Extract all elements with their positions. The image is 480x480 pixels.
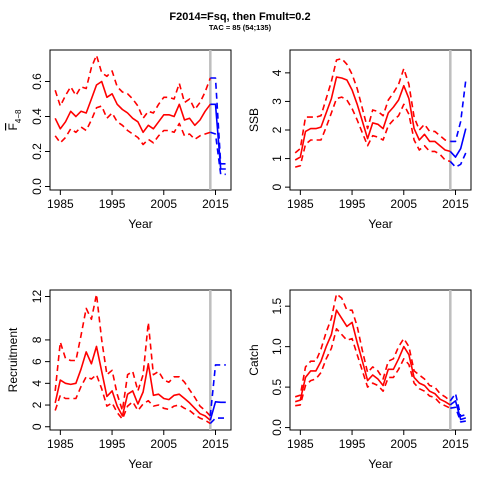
catch-x-tick-label: 1985 <box>287 437 314 451</box>
panels: 1985 1995 2005 20150.00.20.40.6YearF4−81985… <box>6 49 472 471</box>
ssb-x-tick-label: 1995 <box>339 197 366 211</box>
f-projection-median-line <box>210 103 226 170</box>
ssb-historic-upper-bound-line <box>294 57 451 154</box>
catch-plot-frame <box>289 289 472 431</box>
f-x-tick-label: 2005 <box>150 197 177 211</box>
catch-y-tick-label: 1.5 <box>270 298 284 315</box>
catch-x-axis-label: Year <box>368 457 392 471</box>
catch-y-tick-label: 1.0 <box>270 338 284 355</box>
catch-historic-median-line <box>294 309 451 406</box>
f-projection-upper-bound-line <box>210 77 226 165</box>
catch-panel: 1985 1995 2005 2015 0.0 0.5 1.0 1.5 Year Catch <box>247 289 472 471</box>
f-y-tick-label: 0.2 <box>30 143 44 160</box>
recruitment-y-axis-label: Recruitment <box>6 327 20 392</box>
f-historic-lower-bound-line <box>54 105 211 146</box>
ssb-y-tick-label: 3 <box>270 98 284 105</box>
catch-projection-upper-bound-line <box>449 392 467 418</box>
f-plot-frame <box>49 49 232 191</box>
recruitment-y-tick-label: 6 <box>30 358 44 365</box>
recruitment-y-tick-label: 4 <box>30 380 44 387</box>
f-y-tick-label: 0.0 <box>30 178 44 195</box>
ssb-historic-lower-bound-line <box>294 96 451 168</box>
f-historic-upper-bound-line <box>54 54 212 120</box>
catch-y-tick-label: 0.0 <box>270 419 284 436</box>
figure-title: F2014=Fsq, then Fmult=0.2 <box>169 11 310 23</box>
f-y-axis-label: F4−8 <box>6 109 23 130</box>
recruitment-plot-frame <box>49 289 232 431</box>
f-y-axis-subscript: 4−8 <box>14 109 23 123</box>
recruitment-x-tick-label: 2005 <box>150 437 177 451</box>
f-y-tick-label: 0.4 <box>30 108 44 125</box>
ssb-historic-median-line <box>294 76 451 161</box>
ssb-y-tick-label: 2 <box>270 126 284 133</box>
recruitment-historic-lower-bound-line <box>54 373 211 425</box>
figure-subtitle: TAC = 85 (54;135) <box>209 23 272 32</box>
catch-y-tick-label: 0.5 <box>270 378 284 395</box>
recruitment-x-tick-label: 1995 <box>99 437 126 451</box>
recruitment-y-tick-label: 0 <box>30 423 44 430</box>
f-projection-lower-bound-line <box>210 131 226 176</box>
f-x-axis-label: Year <box>128 217 152 231</box>
recruitment-y-tick-label: 8 <box>30 336 44 343</box>
recruitment-historic-median-line <box>54 345 211 421</box>
recruitment-panel: 1985 1995 2005 2015 0 2 4 6 8 12 Year Recruitment <box>6 289 232 471</box>
f-x-tick-label: 2015 <box>202 197 229 211</box>
recruitment-x-tick-label: 1985 <box>47 437 74 451</box>
ssb-x-tick-label: 2005 <box>390 197 417 211</box>
ssb-projection-upper-bound-line <box>450 79 467 143</box>
recruitment-projection-median-line <box>209 400 226 421</box>
catch-x-tick-label: 2015 <box>442 437 469 451</box>
recruitment-x-tick-label: 2015 <box>202 437 229 451</box>
catch-y-axis-label: Catch <box>247 344 261 375</box>
ssb-panel: 1985 1995 2005 2015 0 1 2 3 4 Year SSB <box>247 49 472 231</box>
catch-historic-lower-bound-line <box>295 327 451 409</box>
recruitment-historic-upper-bound-line <box>54 293 211 417</box>
recruitment-projection-upper-bound-line <box>209 364 226 416</box>
f-x-tick-label: 1995 <box>99 197 126 211</box>
f-y-tick-label: 0.6 <box>30 73 44 90</box>
f-y-axis-symbol: F <box>6 123 20 130</box>
recruitment-y-tick-label: 12 <box>30 290 44 304</box>
catch-x-tick-label: 1995 <box>339 437 366 451</box>
catch-projection-median-line <box>449 400 467 421</box>
ssb-y-tick-label: 0 <box>270 183 284 190</box>
f-x-tick-label: 1985 <box>47 197 74 211</box>
ssb-x-axis-label: Year <box>368 217 392 231</box>
catch-historic-upper-bound-line <box>294 293 451 402</box>
ssb-x-tick-label: 1985 <box>287 197 314 211</box>
ssb-y-axis-label: SSB <box>247 108 261 132</box>
ssb-projection-lower-bound-line <box>449 152 467 168</box>
catch-projection-lower-bound-line <box>450 406 466 423</box>
ssb-plot-frame <box>289 49 472 191</box>
ssb-y-tick-label: 1 <box>270 155 284 162</box>
recruitment-x-axis-label: Year <box>128 457 152 471</box>
ssb-projection-median-line <box>449 128 467 158</box>
catch-x-tick-label: 2005 <box>390 437 417 451</box>
recruitment-y-tick-label: 2 <box>30 401 44 408</box>
f-panel: 1985 1995 2005 2015 0.0 0.2 0.4 0.6 Year F4−8 <box>6 49 232 231</box>
f-historic-median-line <box>54 80 211 134</box>
recruitment-projection-lower-bound-line <box>209 417 226 425</box>
ssb-x-tick-label: 2015 <box>442 197 469 211</box>
ssb-y-tick-label: 4 <box>270 69 284 76</box>
